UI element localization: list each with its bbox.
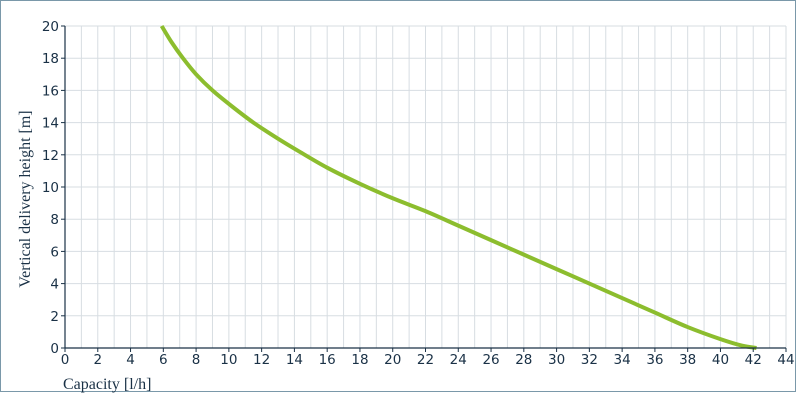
x-tick-label: 38 — [679, 352, 696, 368]
axes — [61, 25, 787, 352]
x-tick-label: 32 — [581, 352, 598, 368]
y-tick-label: 0 — [50, 341, 59, 357]
tick-labels: 0 2 4 6 8 10 12 14 16 18 20 22 24 26 28 30 32 34 36 38 40 42 4… — [42, 19, 795, 368]
x-tick-label: 40 — [712, 352, 729, 368]
x-tick-label: 26 — [482, 352, 499, 368]
x-tick-label: 34 — [614, 352, 631, 368]
grid — [65, 25, 787, 348]
x-tick-label: 42 — [745, 352, 762, 368]
x-tick-label: 24 — [450, 352, 467, 368]
y-tick-label: 4 — [50, 277, 59, 293]
x-tick-label: 22 — [417, 352, 434, 368]
x-tick-label: 4 — [126, 352, 135, 368]
x-tick-label: 44 — [777, 352, 794, 368]
y-tick-label: 6 — [50, 244, 59, 260]
y-tick-label: 10 — [42, 180, 59, 196]
x-tick-label: 12 — [253, 352, 270, 368]
x-tick-label: 2 — [93, 352, 102, 368]
series-layer — [159, 24, 757, 350]
y-axis-title: Vertical delivery height [m] — [17, 110, 34, 287]
x-tick-label: 0 — [61, 352, 70, 368]
y-tick-label: 8 — [50, 212, 59, 228]
x-tick-label: 8 — [192, 352, 201, 368]
x-tick-label: 36 — [646, 352, 663, 368]
y-tick-label: 2 — [50, 309, 59, 325]
x-tick-label: 20 — [384, 352, 401, 368]
y-tick-label: 12 — [42, 148, 59, 164]
y-tick-label: 14 — [42, 116, 59, 132]
y-tick-label: 16 — [42, 83, 59, 99]
x-tick-label: 16 — [319, 352, 336, 368]
x-tick-label: 18 — [351, 352, 368, 368]
x-tick-label: 14 — [286, 352, 303, 368]
x-tick-label: 30 — [548, 352, 565, 368]
x-tick-label: 6 — [159, 352, 168, 368]
y-tick-label: 20 — [42, 19, 59, 35]
x-tick-label: 28 — [515, 352, 532, 368]
series-line — [159, 24, 757, 350]
x-tick-label: 10 — [220, 352, 237, 368]
x-axis-title: Capacity [l/h] — [63, 376, 151, 393]
y-tick-label: 18 — [42, 51, 59, 67]
